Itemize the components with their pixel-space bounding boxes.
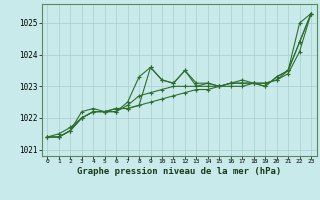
- X-axis label: Graphe pression niveau de la mer (hPa): Graphe pression niveau de la mer (hPa): [77, 167, 281, 176]
